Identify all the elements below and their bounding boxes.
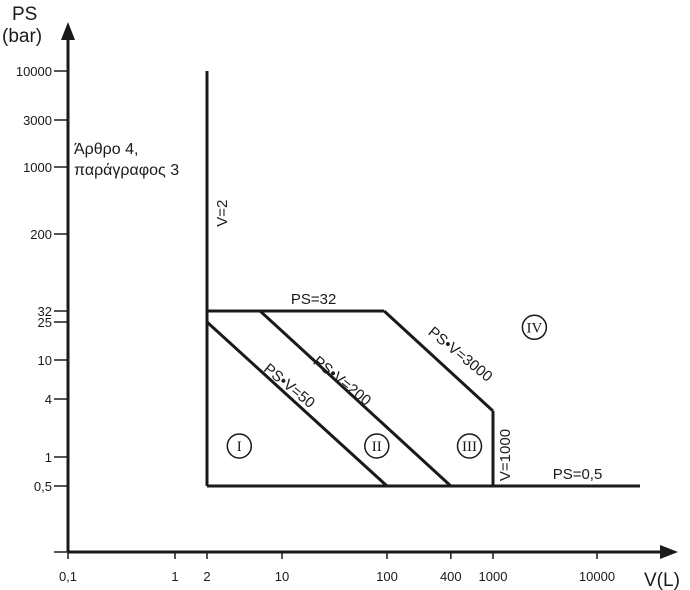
series-label: PS•V=200: [310, 353, 374, 410]
y-axis-arrow: [61, 22, 75, 40]
y-axis-title-line2: (bar): [2, 26, 42, 47]
series-label: PS=0,5: [553, 466, 603, 483]
x-tick-label: 0,1: [59, 569, 77, 584]
x-axis-arrow: [660, 545, 678, 559]
region-label: II: [372, 439, 382, 455]
y-tick-label: 4: [45, 392, 52, 407]
y-tick-label: 1000: [23, 160, 52, 175]
y-tick-label: 10: [38, 353, 52, 368]
series-line: [205, 320, 389, 488]
series-label: V=2: [214, 200, 231, 227]
y-tick-label: 10000: [16, 64, 52, 79]
y-tick-label: 3000: [23, 113, 52, 128]
labels: PS (bar) V(L) Άρθρο 4, παράγραφος 3 V=2 P…: [2, 4, 680, 590]
series: [205, 71, 640, 488]
series-line: [259, 309, 452, 488]
region-label: I: [237, 439, 242, 455]
x-tick-label: 10: [275, 569, 289, 584]
axes: [61, 22, 678, 559]
y-tick-label: 32: [38, 304, 52, 319]
annotation-line2: παράγραφος 3: [74, 162, 179, 179]
series-label: PS•V=50: [260, 360, 318, 411]
y-tick-label: 200: [30, 227, 52, 242]
series-label: V=1000: [497, 429, 514, 481]
region-circle: [226, 433, 253, 459]
y-tick-label: 25: [38, 315, 52, 330]
y-tick-label: 1: [45, 450, 52, 465]
region-circle: [521, 314, 548, 341]
series-line: [383, 309, 495, 413]
x-tick-label: 2: [203, 569, 210, 584]
region-circle: [456, 433, 483, 459]
y-tick-label: 0,5: [34, 479, 52, 494]
x-tick-label: 10000: [579, 569, 615, 584]
region-label: IV: [526, 320, 542, 336]
series-label: PS=32: [291, 291, 336, 308]
annotation-line1: Άρθρο 4,: [74, 141, 138, 158]
region-label: III: [462, 439, 477, 455]
region-circle: [364, 433, 390, 459]
x-tick-label: 400: [440, 569, 462, 584]
x-axis-title: V(L): [644, 570, 680, 590]
series-label: PS•V=3000: [425, 324, 496, 386]
y-axis-title-line1: PS: [12, 4, 37, 25]
x-tick-label: 100: [376, 569, 398, 584]
x-tick-label: 1000: [479, 569, 508, 584]
x-tick-label: 1: [171, 569, 178, 584]
